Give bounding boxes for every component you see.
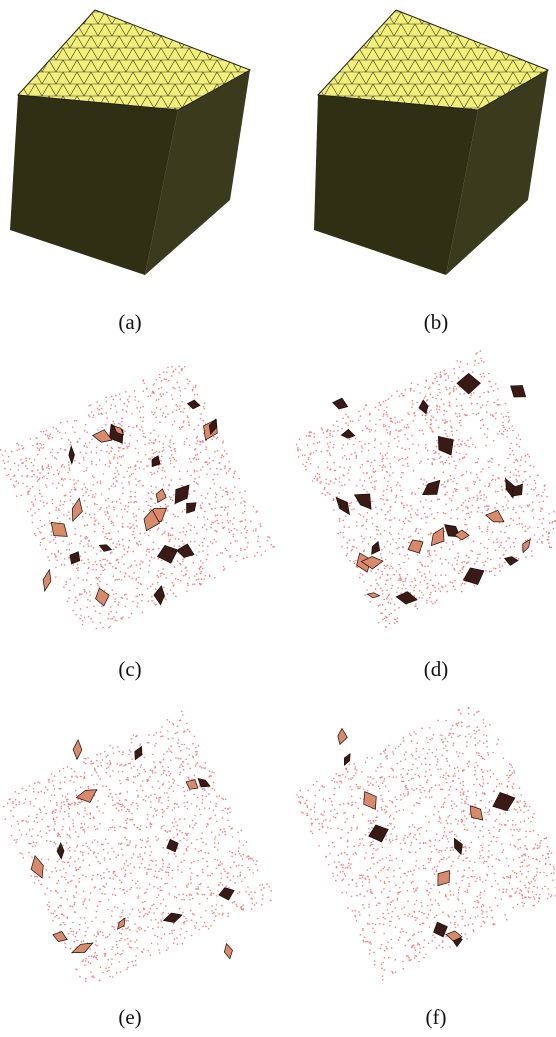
sliver-tetrahedron [445, 930, 463, 942]
sliver-tetrahedron [223, 942, 233, 960]
sliver-tetrahedron [485, 509, 505, 523]
sliver-tetrahedron [510, 483, 523, 497]
sliver-tetrahedron [186, 502, 197, 514]
sliver-tetrahedra [332, 372, 531, 605]
sliver-tetrahedron [368, 824, 389, 843]
point-cloud-image-d [296, 350, 556, 628]
sliver-tetrahedron [197, 778, 211, 788]
caption-f: (f) [425, 1005, 447, 1029]
panel-b-meshed-cube [296, 0, 556, 290]
sliver-tetrahedron [42, 568, 52, 593]
sliver-tetrahedron [437, 436, 454, 456]
point-cloud-image-e [3, 710, 273, 982]
sliver-tetrahedron [366, 592, 381, 599]
sliver-tetrahedron [50, 521, 68, 537]
sliver-tetrahedron [92, 429, 113, 443]
sliver-tetrahedron [371, 540, 381, 555]
sliver-tetrahedron [340, 428, 356, 439]
sliver-tetrahedra [42, 399, 218, 607]
sliver-tetrahedron [155, 488, 167, 503]
sliver-tetrahedron [218, 887, 235, 901]
sliver-tetrahedron [186, 399, 201, 410]
sliver-tetrahedron [337, 727, 348, 746]
sliver-tetrahedron [395, 591, 418, 605]
caption-d: (d) [423, 657, 449, 681]
sliver-tetrahedron [75, 789, 98, 803]
cube-mesh-image-b [314, 9, 550, 275]
sliver-tetrahedron [156, 544, 179, 564]
sliver-tetrahedron [437, 870, 450, 887]
sliver-tetrahedron [68, 444, 75, 466]
caption-c: (c) [118, 657, 142, 681]
sliver-tetrahedron [162, 912, 183, 923]
sliver-tetrahedron [185, 779, 199, 790]
sliver-tetrahedra [30, 738, 235, 960]
sliver-tetrahedron [332, 397, 349, 410]
sliver-tetrahedron [208, 418, 217, 435]
sliver-tetrahedron [113, 425, 125, 436]
panel-e-point-cloud [0, 690, 278, 990]
sliver-tetrahedron [153, 585, 165, 606]
sliver-tetrahedron [71, 497, 83, 522]
sliver-tetrahedron [335, 496, 350, 516]
sliver-tetrahedron [151, 455, 161, 468]
sliver-tetrahedron [360, 556, 384, 570]
sliver-tetrahedron [56, 842, 65, 860]
caption-b: (b) [423, 310, 449, 334]
sliver-tetrahedron [469, 805, 484, 821]
sliver-tetrahedron [418, 399, 429, 415]
point-cloud-image-c [0, 365, 276, 630]
panel-c-point-cloud [0, 340, 278, 640]
sliver-tetrahedron [503, 556, 519, 566]
panel-a-meshed-cube [0, 0, 278, 290]
sliver-tetrahedron [134, 745, 143, 761]
sliver-tetrahedron [116, 917, 126, 930]
point-cloud-image-f [296, 706, 556, 981]
sliver-tetrahedron [456, 372, 481, 395]
sliver-tetrahedron [422, 479, 441, 495]
sliver-tetrahedron [70, 942, 94, 954]
sliver-tetrahedron [143, 509, 161, 532]
sliver-tetrahedron [453, 837, 463, 856]
sliver-tetrahedron [454, 529, 470, 541]
sliver-tetrahedron [407, 539, 424, 554]
sliver-tetrahedron [95, 587, 110, 607]
sliver-tetrahedron [72, 738, 83, 761]
sliver-tetrahedron [98, 544, 113, 552]
caption-a: (a) [118, 310, 142, 334]
sliver-tetrahedra [337, 727, 516, 948]
sliver-tetrahedron [430, 526, 445, 547]
caption-e: (e) [118, 1005, 142, 1029]
panel-d-point-cloud [296, 340, 556, 640]
sliver-tetrahedron [462, 567, 485, 586]
sliver-tetrahedron [174, 484, 190, 505]
sliver-tetrahedron [510, 385, 527, 398]
sliver-tetrahedron [492, 791, 516, 812]
sliver-tetrahedron [69, 551, 81, 565]
sliver-tetrahedron [166, 838, 179, 853]
panel-f-point-cloud [296, 690, 556, 990]
point-cloud [296, 706, 556, 981]
sliver-tetrahedron [343, 752, 351, 766]
sliver-tetrahedron [522, 538, 531, 554]
sliver-tetrahedron [433, 921, 448, 938]
sliver-tetrahedron [353, 493, 372, 510]
sliver-tetrahedron [30, 854, 44, 879]
point-cloud [0, 365, 276, 630]
sliver-tetrahedron [363, 790, 377, 810]
cube-mesh-image-a [10, 9, 252, 275]
sliver-tetrahedron [52, 931, 68, 942]
